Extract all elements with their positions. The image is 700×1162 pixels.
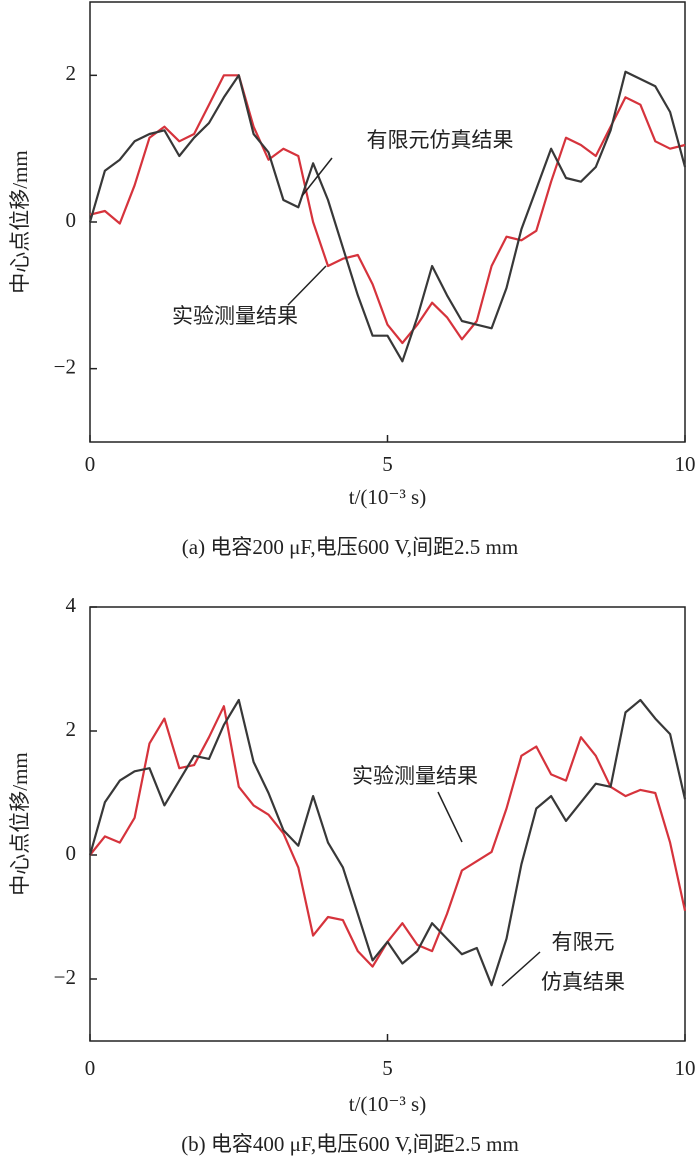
data-line [88, 70, 687, 363]
y-tick-label: −2 [54, 965, 76, 989]
x-axis-label: t/(10⁻³ s) [349, 485, 426, 509]
y-tick-label: −2 [54, 354, 76, 378]
y-tick-label: 2 [66, 61, 77, 85]
data-line [89, 705, 687, 968]
x-tick-label: 5 [382, 1056, 393, 1080]
annotation-leader [501, 951, 541, 987]
x-tick-label: 5 [382, 452, 393, 476]
x-tick-label: 10 [675, 1056, 696, 1080]
y-axis-label: 中心点位移/mm [8, 752, 32, 896]
caption: (b) 电容400 μF,电压600 V,间距2.5 mm [181, 1132, 519, 1156]
annotation-label: 有限元仿真结果 [367, 128, 514, 152]
y-tick-label: 0 [66, 841, 77, 865]
data-line [89, 74, 686, 345]
caption: (a) 电容200 μF,电压600 V,间距2.5 mm [182, 535, 518, 559]
annotation-label: 有限元 [552, 930, 615, 954]
x-tick-label: 0 [85, 1056, 96, 1080]
annotation-label: 实验测量结果 [352, 764, 478, 788]
annotation-label: 实验测量结果 [172, 304, 298, 328]
x-tick-label: 0 [85, 452, 96, 476]
y-tick-label: 0 [66, 208, 77, 232]
y-tick-label: 2 [66, 717, 77, 741]
annotation-label: 仿真结果 [541, 970, 625, 994]
x-tick-label: 10 [675, 452, 696, 476]
annotation-leader [287, 265, 327, 306]
x-axis-label: t/(10⁻³ s) [349, 1092, 426, 1116]
data-line [88, 698, 687, 987]
annotation-leader [437, 791, 463, 843]
annotation-leader [301, 157, 333, 197]
plot-frame [89, 1, 686, 443]
y-tick-label: 4 [66, 593, 77, 617]
y-axis-label: 中心点位移/mm [8, 150, 32, 294]
